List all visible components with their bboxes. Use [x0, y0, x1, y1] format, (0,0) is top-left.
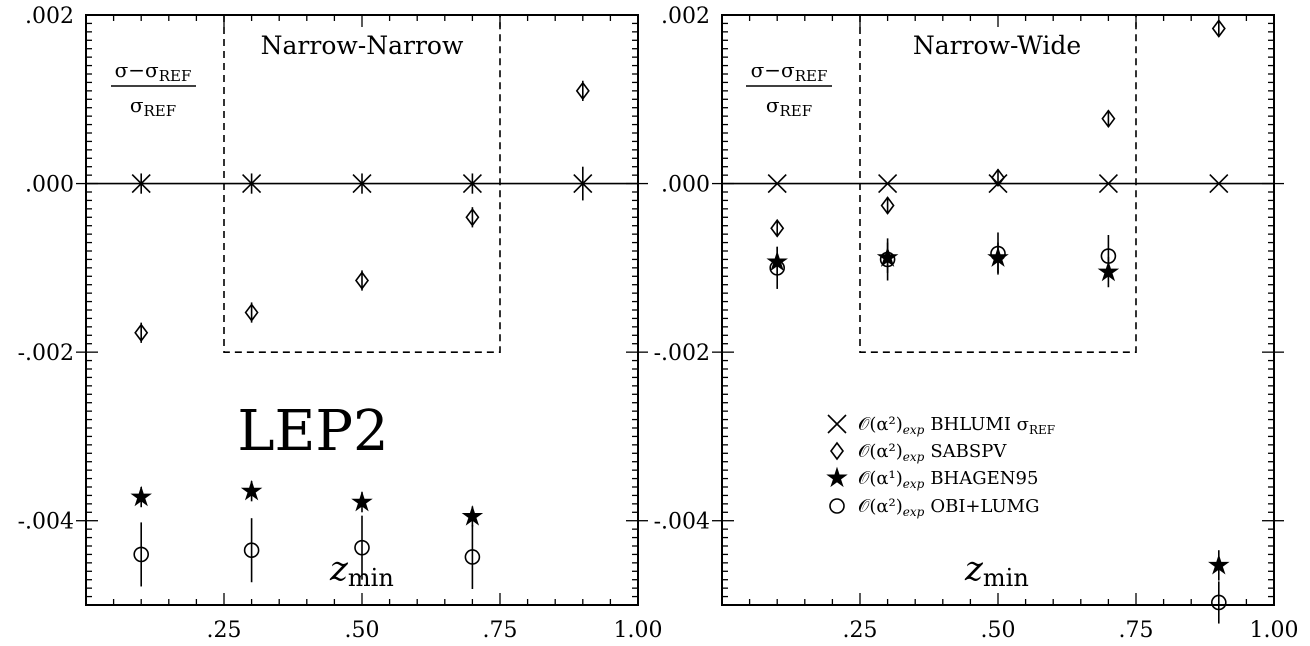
data-point-cross [1209, 174, 1229, 194]
x-axis-label: zmin [329, 549, 394, 592]
data-point-cross [573, 174, 593, 194]
dashed-box [223, 15, 501, 353]
axis-ticks: .25 .50 .75 1.00 .002 .000 -.002 -.004 [18, 4, 663, 643]
y-tick-label: -.002 [654, 341, 710, 366]
axis-ticks: .25 .50 .75 1.00 .002 .000 -.002 -.004 [654, 4, 1299, 643]
panel-narrow-wide: .25 .50 .75 1.00 .002 .000 -.002 -.004 Narrow-W… [654, 4, 1299, 643]
data-marks [766, 19, 1230, 624]
svg-text:σ−σREF: σ−σREF [751, 58, 828, 85]
data-point-cross [1098, 174, 1118, 194]
data-point-diamond [244, 303, 259, 322]
data-point-star [461, 505, 484, 526]
legend-entry: 𝒪(α¹)exp BHAGEN95 [826, 466, 1038, 491]
x-tick-label: .75 [1119, 618, 1154, 643]
y-axis-label: σ−σREF σREF [746, 58, 832, 120]
dashed-box [859, 15, 1137, 353]
data-point-cross [878, 174, 898, 194]
svg-text:σ−σREF: σ−σREF [115, 58, 192, 85]
legend-marker-circle [829, 498, 845, 514]
data-point-cross [131, 174, 151, 194]
data-point-diamond [770, 218, 785, 238]
x-tick-label: 1.00 [1250, 618, 1299, 643]
data-point-circle [354, 539, 370, 556]
x-tick-label: .50 [345, 618, 380, 643]
x-tick-label: .50 [981, 618, 1016, 643]
data-point-star [240, 479, 263, 501]
data-point-diamond [1101, 109, 1116, 129]
data-point-circle [243, 542, 260, 559]
data-point-star [351, 490, 373, 512]
x-tick-label: .75 [483, 618, 518, 643]
y-tick-label: .002 [25, 4, 74, 29]
legend-marker-diamond [830, 441, 844, 461]
data-point-diamond [465, 207, 480, 227]
dashed-region [223, 15, 501, 353]
lep2-annotation: LEP2 [237, 399, 388, 464]
data-point-circle [464, 549, 481, 565]
data-point-circle [1100, 248, 1117, 264]
y-tick-label: -.004 [654, 510, 710, 535]
data-point-star [1208, 554, 1230, 575]
y-tick-label: .002 [661, 4, 710, 29]
data-point-circle [769, 260, 786, 276]
data-point-diamond [880, 196, 895, 215]
y-tick-label: .000 [25, 173, 74, 198]
data-point-diamond [355, 271, 369, 290]
data-point-diamond [575, 81, 590, 101]
y-tick-label: .000 [661, 173, 710, 198]
y-tick-label: -.002 [18, 341, 74, 366]
data-point-circle [879, 251, 896, 268]
legend-entry: 𝒪(α²)exp OBI+LUMG [829, 496, 1039, 519]
legend-entry: 𝒪(α²)exp SABSPV [830, 441, 1007, 464]
legend-entry: 𝒪(α²)exp BHLUMI σREF [827, 414, 1055, 437]
data-point-cross [462, 174, 482, 194]
data-point-star [130, 485, 152, 507]
panel-title: Narrow-Wide [913, 31, 1081, 60]
y-axis-label: σ−σREF σREF [111, 58, 196, 120]
dashed-region [859, 15, 1137, 353]
data-marks [130, 80, 593, 589]
data-point-circle [1211, 594, 1227, 611]
svg-text:σREF: σREF [130, 93, 176, 120]
x-tick-label: 1.00 [614, 618, 663, 643]
data-point-cross [352, 174, 372, 194]
data-point-circle [990, 245, 1006, 262]
x-tick-label: .25 [843, 618, 878, 643]
x-axis-label: zmin [964, 549, 1029, 592]
data-point-cross [242, 174, 262, 194]
data-point-diamond [1211, 19, 1226, 38]
data-point-circle [133, 546, 149, 563]
panel-narrow-narrow: .25 .50 .75 1.00 .002 .000 -.002 -.004 Narrow-N… [18, 4, 663, 643]
legend-marker-cross [827, 414, 847, 434]
legend-marker-star [826, 466, 848, 488]
panel-title: Narrow-Narrow [261, 31, 464, 60]
x-tick-label: .25 [207, 618, 242, 643]
y-tick-label: -.004 [18, 510, 74, 535]
svg-text:σREF: σREF [766, 93, 812, 120]
data-point-cross [767, 174, 787, 194]
data-point-diamond [134, 323, 149, 343]
data-point-diamond [991, 168, 1005, 188]
legend: 𝒪(α²)exp BHLUMI σREF 𝒪(α²)exp SABSPV 𝒪(α¹)… [826, 414, 1055, 519]
